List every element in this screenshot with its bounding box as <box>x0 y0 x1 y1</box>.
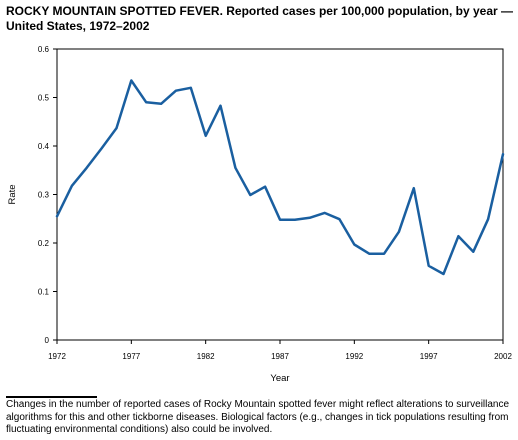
chart-title: ROCKY MOUNTAIN SPOTTED FEVER. Reported c… <box>6 4 514 34</box>
data-point <box>85 167 88 169</box>
data-point <box>160 103 162 105</box>
data-point <box>71 184 73 187</box>
data-point <box>442 273 445 275</box>
data-point <box>472 250 475 253</box>
data-point <box>383 252 385 255</box>
data-point <box>56 215 58 218</box>
data-point <box>204 135 207 137</box>
footnote-divider <box>6 396 97 398</box>
series-line <box>55 79 505 276</box>
footnote-text: Changes in the number of reported cases … <box>6 399 510 436</box>
line-chart: 0 0.1 0.2 0.3 0.4 0.5 0.6 1972 1977 1982 1987 1992 1… <box>7 45 512 384</box>
y-tick-label: 0.6 <box>38 45 50 54</box>
data-point <box>487 218 489 221</box>
y-tick-label: 0 <box>45 336 50 345</box>
data-point <box>100 147 103 150</box>
data-point <box>308 216 311 219</box>
x-tick-label: 1982 <box>197 352 215 361</box>
data-point <box>234 167 237 169</box>
data-point <box>502 153 504 156</box>
y-tick-label: 0.4 <box>38 142 50 151</box>
y-tick-label: 0.3 <box>38 191 50 200</box>
data-point <box>264 185 266 188</box>
data-point <box>368 252 371 255</box>
x-tick-label: 2002 <box>494 352 512 361</box>
data-point <box>190 87 192 89</box>
y-tick-label: 0.1 <box>38 288 50 297</box>
x-tick-label: 1992 <box>345 352 363 361</box>
data-point <box>427 264 430 267</box>
x-tick-label: 1997 <box>420 352 438 361</box>
plot-frame <box>56 48 504 341</box>
x-tick-label: 1977 <box>122 352 140 361</box>
x-tick-label: 1972 <box>48 352 66 361</box>
data-point <box>338 218 341 221</box>
y-axis-label: Rate <box>7 184 18 204</box>
data-point <box>413 187 415 189</box>
data-point <box>457 235 460 238</box>
y-tick-label: 0.5 <box>38 94 50 103</box>
data-point <box>249 194 252 196</box>
x-tick-label: 1987 <box>271 352 289 361</box>
data-point <box>398 231 400 233</box>
data-point <box>219 104 222 107</box>
title-main: ROCKY MOUNTAIN SPOTTED FEVER. <box>6 4 223 18</box>
data-point <box>115 127 118 129</box>
data-point <box>175 89 177 92</box>
data-point <box>323 212 326 214</box>
data-point <box>294 218 296 221</box>
data-point <box>145 101 147 104</box>
title-subtitle: Reported cases per 100,000 population, b… <box>6 4 514 33</box>
y-tick-label: 0.2 <box>38 239 50 248</box>
data-point <box>279 218 281 221</box>
data-point <box>353 243 356 246</box>
data-point <box>130 79 133 82</box>
x-axis-label: Year <box>270 373 289 384</box>
